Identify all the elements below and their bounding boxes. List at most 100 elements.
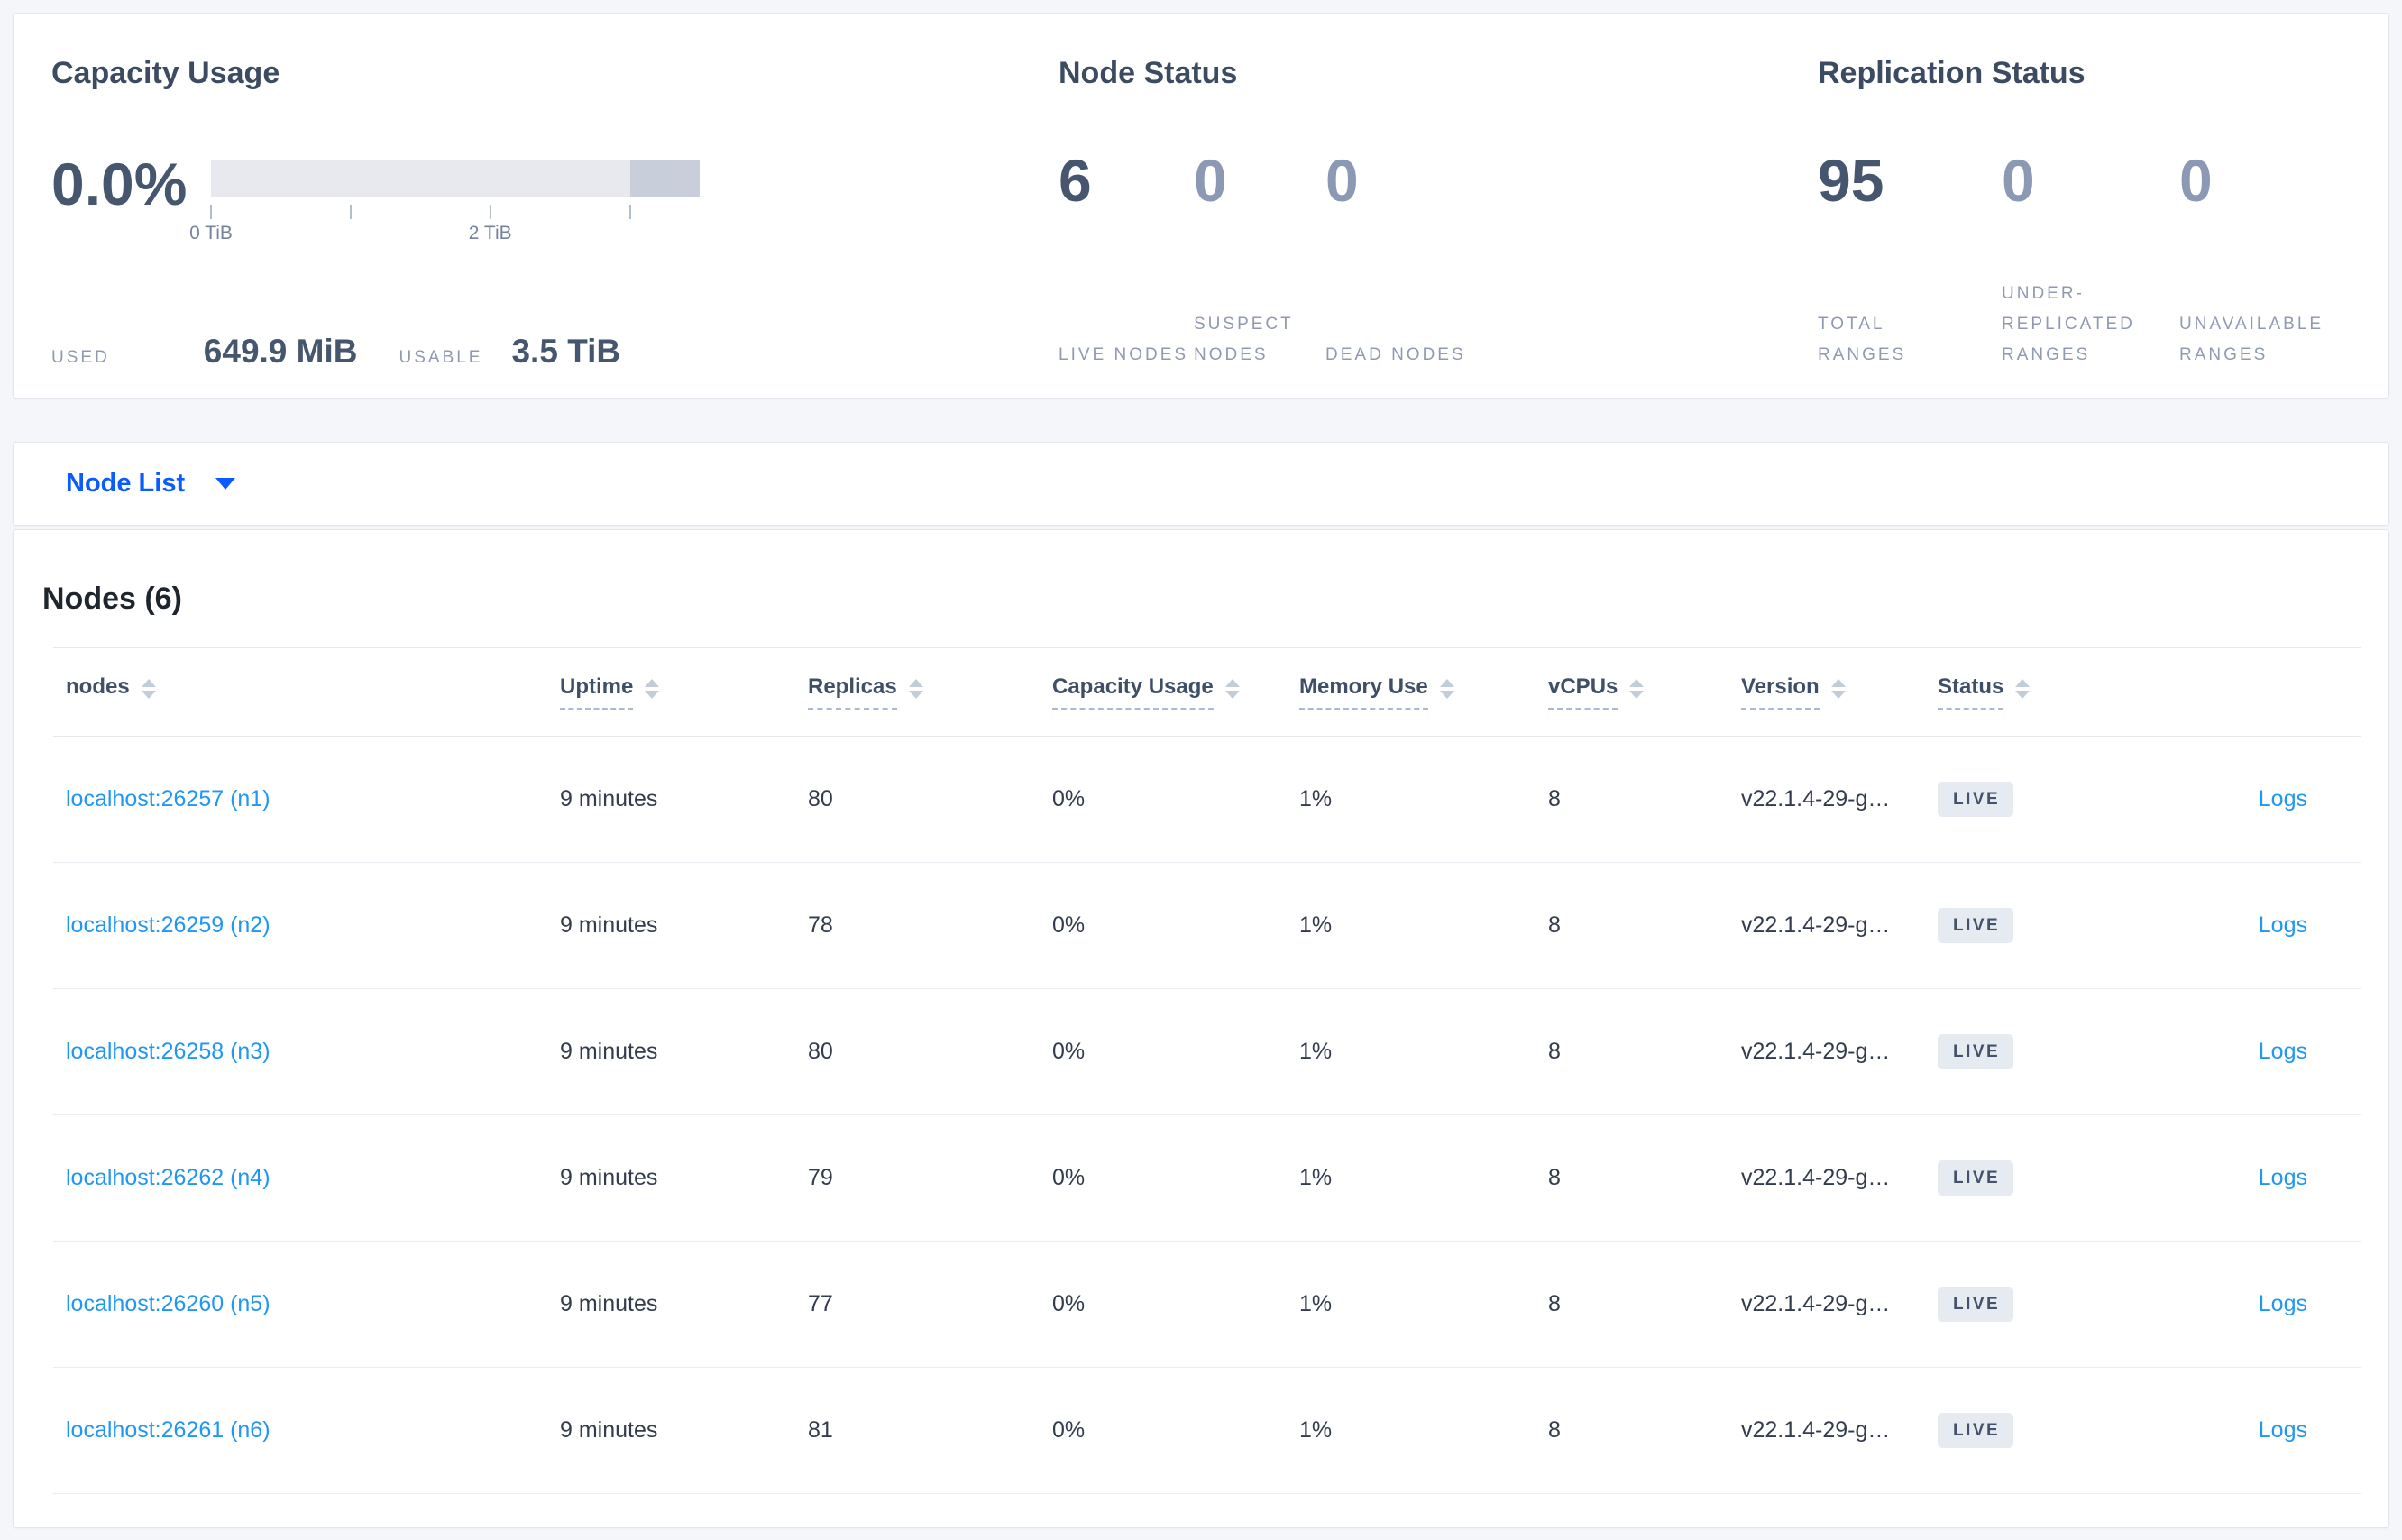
- vcpus-cell: 8: [1548, 786, 1561, 811]
- sort-icon: [1629, 678, 1645, 699]
- unavailable-ranges-value: 0: [2179, 147, 2213, 214]
- uptime-cell: 9 minutes: [560, 786, 658, 811]
- node-link[interactable]: localhost:26259 (n2): [66, 912, 270, 938]
- capacity-stats: USED 649.9 MiB USABLE 3.5 TiB: [51, 333, 1059, 398]
- cluster-summary-card: Capacity Usage 0.0% 0 TiB 2 TiB: [13, 13, 2389, 399]
- table-row: localhost:26260 (n5) 9 minutes 77 0% 1% …: [53, 1242, 2361, 1368]
- status-badge: LIVE: [1938, 1034, 2014, 1069]
- total-ranges-value: 95: [1818, 147, 1884, 214]
- capacity-gauge: 0 TiB 2 TiB: [189, 160, 700, 246]
- header-label: Replicas: [808, 674, 897, 710]
- suspect-nodes-stat: 0 SUSPECT NODES: [1194, 151, 1325, 398]
- memory-use-cell: 1%: [1299, 912, 1333, 938]
- uptime-cell: 9 minutes: [560, 1039, 658, 1064]
- column-header-version[interactable]: Version: [1741, 674, 1938, 710]
- gauge-ticks: [210, 205, 700, 219]
- sort-icon: [645, 678, 660, 699]
- uptime-cell: 9 minutes: [560, 1165, 658, 1190]
- table-row: localhost:26261 (n6) 9 minutes 81 0% 1% …: [53, 1368, 2361, 1494]
- status-badge: LIVE: [1938, 908, 2014, 943]
- column-header-vcpus[interactable]: vCPUs: [1548, 674, 1741, 710]
- live-nodes-label: LIVE NODES: [1059, 345, 1189, 364]
- under-replicated-value: 0: [2002, 147, 2035, 214]
- nodes-table-card: Nodes (6) nodes Uptime Replicas Capacity…: [13, 529, 2389, 1528]
- version-cell: v22.1.4-29-g…: [1741, 786, 1891, 811]
- sort-icon: [1439, 678, 1454, 699]
- logs-link[interactable]: Logs: [2258, 1291, 2307, 1316]
- header-label: Uptime: [560, 674, 634, 710]
- column-header-capacity-usage[interactable]: Capacity Usage: [1052, 674, 1299, 710]
- tick-label: 0 TiB: [189, 223, 233, 243]
- node-link[interactable]: localhost:26262 (n4): [66, 1165, 270, 1190]
- logs-link[interactable]: Logs: [2258, 1165, 2307, 1190]
- header-label: nodes: [66, 674, 130, 699]
- capacity-usage-cell: 0%: [1052, 1291, 1086, 1316]
- memory-use-cell: 1%: [1299, 1291, 1333, 1316]
- view-selector-dropdown[interactable]: Node List: [66, 469, 236, 499]
- uptime-cell: 9 minutes: [560, 1417, 658, 1443]
- unavailable-ranges-label: UNAVAILABLE RANGES: [2179, 315, 2324, 364]
- node-link[interactable]: localhost:26261 (n6): [66, 1417, 270, 1443]
- gauge-track: [211, 160, 700, 197]
- replication-status-title: Replication Status: [1818, 56, 2086, 90]
- table-row: localhost:26258 (n3) 9 minutes 80 0% 1% …: [53, 989, 2361, 1115]
- vcpus-cell: 8: [1548, 1417, 1561, 1443]
- version-cell: v22.1.4-29-g…: [1741, 1039, 1891, 1064]
- total-ranges-label: TOTAL RANGES: [1818, 315, 1907, 364]
- column-header-status[interactable]: Status: [1938, 674, 2145, 710]
- capacity-usage-cell: 0%: [1052, 1039, 1086, 1064]
- node-link[interactable]: localhost:26260 (n5): [66, 1291, 270, 1316]
- uptime-cell: 9 minutes: [560, 1291, 658, 1316]
- capacity-usage-panel: Capacity Usage 0.0% 0 TiB 2 TiB: [14, 14, 1059, 398]
- node-status-panel: Node Status 6 LIVE NODES 0 SUSPECT NODES…: [1059, 14, 1818, 398]
- tick-mark: [628, 205, 631, 219]
- replicas-cell: 81: [808, 1417, 833, 1443]
- capacity-used-percent: 0.0%: [51, 151, 188, 217]
- vcpus-cell: 8: [1548, 1291, 1561, 1316]
- column-header-memory-use[interactable]: Memory Use: [1299, 674, 1548, 710]
- uptime-cell: 9 minutes: [560, 912, 658, 938]
- replication-status-panel: Replication Status 95 TOTAL RANGES 0 UND…: [1818, 14, 2388, 398]
- view-selector-bar: Node List: [13, 442, 2389, 526]
- memory-use-cell: 1%: [1299, 1417, 1333, 1443]
- logs-link[interactable]: Logs: [2258, 1417, 2307, 1443]
- column-header-nodes[interactable]: nodes: [66, 674, 560, 710]
- capacity-usage-cell: 0%: [1052, 786, 1086, 811]
- node-status-title: Node Status: [1059, 56, 1238, 90]
- replicas-cell: 80: [808, 786, 833, 811]
- logs-link[interactable]: Logs: [2258, 912, 2307, 938]
- nodes-table-title: Nodes (6): [42, 582, 182, 616]
- version-cell: v22.1.4-29-g…: [1741, 1165, 1891, 1190]
- under-replicated-stat: 0 UNDER-REPLICATED RANGES: [2002, 151, 2179, 398]
- tick-mark: [349, 205, 352, 219]
- gauge-tick-labels: 0 TiB 2 TiB: [189, 223, 700, 246]
- live-nodes-value: 6: [1059, 147, 1092, 214]
- version-cell: v22.1.4-29-g…: [1741, 1417, 1891, 1443]
- total-ranges-stat: 95 TOTAL RANGES: [1818, 151, 2002, 398]
- logs-link[interactable]: Logs: [2258, 1039, 2307, 1064]
- sort-icon: [2015, 678, 2031, 699]
- dead-nodes-value: 0: [1325, 147, 1359, 214]
- node-link[interactable]: localhost:26258 (n3): [66, 1039, 270, 1064]
- capacity-gauge-row: 0.0% 0 TiB 2 TiB: [51, 151, 1059, 246]
- unavailable-ranges-stat: 0 UNAVAILABLE RANGES: [2179, 151, 2342, 398]
- memory-use-cell: 1%: [1299, 786, 1333, 811]
- column-header-replicas[interactable]: Replicas: [808, 674, 1052, 710]
- node-link[interactable]: localhost:26257 (n1): [66, 786, 270, 811]
- replication-stats: 95 TOTAL RANGES 0 UNDER-REPLICATED RANGE…: [1818, 151, 2388, 398]
- suspect-nodes-value: 0: [1194, 147, 1227, 214]
- status-badge: LIVE: [1938, 1160, 2014, 1196]
- vcpus-cell: 8: [1548, 912, 1561, 938]
- column-header-uptime[interactable]: Uptime: [560, 674, 808, 710]
- header-label: Status: [1938, 674, 2004, 710]
- tick-label: 2 TiB: [468, 223, 512, 243]
- vcpus-cell: 8: [1548, 1165, 1561, 1190]
- table-header-row: nodes Uptime Replicas Capacity Usage Mem…: [53, 647, 2361, 737]
- used-value: 649.9 MiB: [203, 333, 358, 370]
- node-status-stats: 6 LIVE NODES 0 SUSPECT NODES 0 DEAD NODE…: [1059, 151, 1818, 398]
- header-label: Version: [1741, 674, 1820, 710]
- table-row: localhost:26257 (n1) 9 minutes 80 0% 1% …: [53, 737, 2361, 863]
- capacity-usage-cell: 0%: [1052, 1165, 1086, 1190]
- capacity-usage-title: Capacity Usage: [51, 56, 280, 90]
- logs-link[interactable]: Logs: [2258, 786, 2307, 811]
